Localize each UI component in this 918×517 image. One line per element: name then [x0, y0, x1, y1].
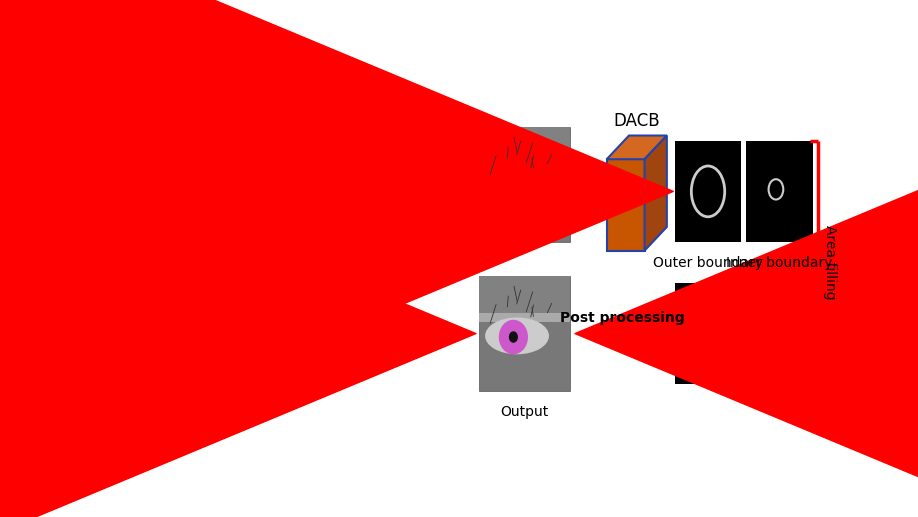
Ellipse shape: [485, 169, 549, 205]
Ellipse shape: [498, 320, 528, 354]
Text: DACB: DACB: [613, 113, 660, 130]
Text: Area filling: Area filling: [823, 225, 837, 300]
Ellipse shape: [691, 309, 724, 358]
Polygon shape: [644, 135, 666, 251]
Bar: [478, 127, 570, 173]
Text: Output: Output: [500, 405, 548, 419]
Polygon shape: [607, 159, 644, 251]
Text: Outer boundary: Outer boundary: [653, 256, 763, 270]
Ellipse shape: [509, 331, 518, 343]
Text: Inner boundary: Inner boundary: [726, 256, 833, 270]
Ellipse shape: [497, 172, 524, 204]
Ellipse shape: [768, 325, 782, 342]
Bar: [745, 283, 812, 384]
Bar: [745, 141, 812, 242]
Ellipse shape: [505, 181, 516, 195]
Bar: [675, 141, 742, 242]
Ellipse shape: [485, 317, 549, 354]
Bar: [478, 127, 570, 242]
Text: Post processing: Post processing: [560, 311, 685, 325]
Bar: [478, 276, 570, 322]
Polygon shape: [607, 135, 666, 159]
Bar: [478, 276, 570, 391]
Bar: [478, 276, 570, 313]
Bar: [478, 127, 570, 164]
Bar: [675, 283, 742, 384]
